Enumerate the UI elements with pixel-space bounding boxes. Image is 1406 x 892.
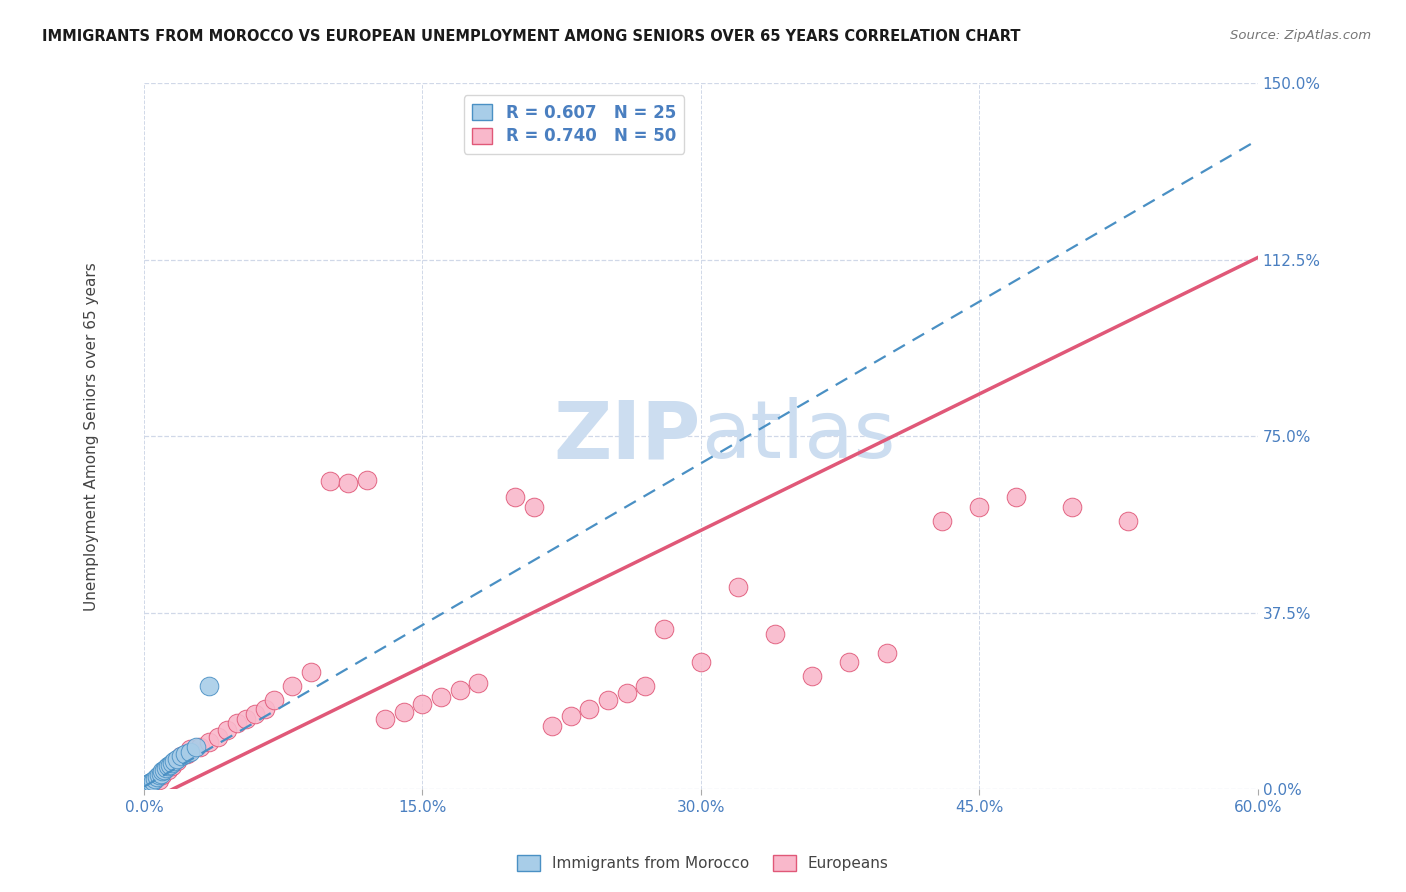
Point bbox=[337, 476, 360, 491]
Point bbox=[179, 742, 201, 756]
Point bbox=[411, 698, 433, 712]
Point bbox=[225, 716, 247, 731]
Point bbox=[931, 514, 953, 528]
Point bbox=[166, 754, 188, 768]
Point bbox=[253, 702, 276, 716]
Point bbox=[153, 764, 176, 778]
Point bbox=[170, 749, 193, 764]
Text: ZIP: ZIP bbox=[554, 397, 700, 475]
Point bbox=[188, 739, 211, 754]
Text: Source: ZipAtlas.com: Source: ZipAtlas.com bbox=[1230, 29, 1371, 42]
Point bbox=[727, 580, 749, 594]
Point bbox=[198, 679, 221, 693]
Point bbox=[143, 772, 166, 786]
Text: IMMIGRANTS FROM MOROCCO VS EUROPEAN UNEMPLOYMENT AMONG SENIORS OVER 65 YEARS COR: IMMIGRANTS FROM MOROCCO VS EUROPEAN UNEM… bbox=[42, 29, 1021, 44]
Point bbox=[541, 718, 564, 732]
Point bbox=[148, 768, 170, 782]
Point bbox=[1005, 491, 1028, 505]
Point bbox=[838, 655, 860, 669]
Point bbox=[152, 764, 174, 779]
Point bbox=[634, 679, 657, 693]
Point bbox=[198, 735, 221, 749]
Point bbox=[173, 747, 195, 761]
Point bbox=[523, 500, 546, 514]
Point bbox=[281, 679, 304, 693]
Point bbox=[142, 773, 165, 788]
Point bbox=[318, 474, 340, 488]
Point bbox=[430, 690, 453, 705]
Point bbox=[689, 655, 711, 669]
Point bbox=[449, 683, 471, 698]
Point bbox=[179, 744, 201, 758]
Point bbox=[560, 709, 582, 723]
Point bbox=[159, 757, 181, 772]
Point bbox=[356, 473, 378, 487]
Point bbox=[138, 777, 160, 791]
Point bbox=[299, 665, 322, 679]
Point bbox=[138, 776, 160, 790]
Point bbox=[596, 692, 619, 706]
Point bbox=[217, 723, 239, 738]
Point bbox=[160, 756, 183, 771]
Point bbox=[136, 778, 159, 792]
Point bbox=[616, 686, 638, 700]
Point bbox=[160, 758, 183, 772]
Point bbox=[170, 749, 193, 764]
Point bbox=[207, 731, 229, 745]
Point bbox=[1116, 514, 1139, 528]
Point bbox=[503, 491, 526, 505]
Point bbox=[763, 627, 786, 641]
Point bbox=[176, 747, 198, 761]
Point bbox=[135, 780, 157, 794]
Point bbox=[157, 764, 180, 778]
Point bbox=[142, 775, 165, 789]
Point bbox=[652, 622, 675, 636]
Point bbox=[157, 758, 180, 772]
Point bbox=[578, 702, 600, 716]
Point bbox=[467, 676, 489, 690]
Point bbox=[184, 739, 207, 754]
Point bbox=[969, 500, 991, 514]
Point bbox=[263, 692, 285, 706]
Point bbox=[876, 646, 898, 660]
Legend: R = 0.607   N = 25, R = 0.740   N = 50: R = 0.607 N = 25, R = 0.740 N = 50 bbox=[464, 95, 685, 153]
Point bbox=[152, 768, 174, 782]
Legend: Immigrants from Morocco, Europeans: Immigrants from Morocco, Europeans bbox=[512, 849, 894, 877]
Point bbox=[138, 777, 160, 791]
Point bbox=[135, 780, 157, 794]
Text: atlas: atlas bbox=[700, 397, 896, 475]
Point bbox=[166, 751, 188, 765]
Point bbox=[392, 705, 415, 719]
Point bbox=[139, 776, 162, 790]
Point bbox=[1062, 500, 1084, 514]
Point bbox=[141, 775, 163, 789]
Point bbox=[146, 770, 169, 784]
Point bbox=[245, 706, 267, 721]
Point bbox=[155, 761, 177, 775]
Point bbox=[149, 767, 172, 781]
Y-axis label: Unemployment Among Seniors over 65 years: Unemployment Among Seniors over 65 years bbox=[84, 262, 100, 611]
Point bbox=[801, 669, 824, 683]
Point bbox=[148, 772, 170, 787]
Point bbox=[374, 712, 396, 726]
Point bbox=[162, 754, 184, 768]
Point bbox=[235, 712, 257, 726]
